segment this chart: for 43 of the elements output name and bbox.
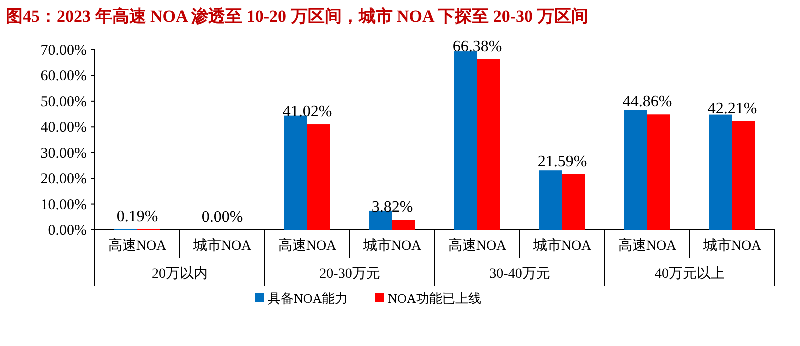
data-label: 0.00% [202, 209, 244, 226]
text: 30-40万元 [490, 267, 550, 282]
y-tick-label: 60.00% [40, 68, 87, 85]
data-label: 42.21% [708, 100, 758, 118]
x-tick-label: 城市NOA [362, 238, 423, 254]
data-label: 0.19% [116, 208, 158, 226]
x-tick-label: 城市NOA [532, 238, 593, 254]
x-tick-label: 城市NOA [702, 238, 763, 254]
y-tick-label: 50.00% [40, 94, 87, 110]
bar [370, 210, 392, 230]
bar [478, 59, 500, 230]
bar [308, 124, 330, 230]
bar [624, 110, 648, 230]
bar [540, 170, 562, 230]
legend-label: NOA功能已上线 [388, 291, 482, 306]
x-tick-label: 高速NOA [108, 238, 168, 254]
y-tick-label: 30.00% [40, 146, 87, 162]
text: 20万以内 [152, 266, 208, 282]
y-tick-label: 0.00% [48, 223, 87, 239]
chart-title: 图45：2023 年高速 NOA 渗透至 10-20 万区间，城市 NOA 下探至 20-30 万区间 [6, 7, 588, 26]
x-tick-label: 高速NOA [448, 238, 508, 254]
bar [562, 174, 586, 230]
y-tick-label: 10.00% [40, 197, 87, 214]
data-label: 3.82% [372, 199, 414, 216]
data-label: 21.59% [538, 153, 588, 170]
bar [710, 114, 732, 230]
x-tick-label: 高速NOA [278, 238, 338, 254]
data-label: 66.38% [452, 38, 502, 56]
bar [648, 114, 670, 230]
text: 20-30万元 [320, 267, 380, 282]
bar [392, 220, 416, 230]
y-tick-label: 40.00% [40, 120, 87, 136]
x-tick-label: 高速NOA [618, 238, 678, 254]
bar [732, 121, 756, 230]
y-tick-label: 20.00% [40, 172, 87, 188]
data-label: 44.86% [622, 94, 672, 111]
bar [454, 52, 478, 230]
legend-label: 具备NOA能力 [268, 291, 348, 306]
text: 40万元以上 [655, 266, 725, 282]
x-tick-label: 城市NOA [192, 238, 253, 254]
bar [284, 116, 308, 230]
data-label: 41.02% [282, 104, 332, 121]
y-tick-label: 70.00% [40, 43, 87, 59]
